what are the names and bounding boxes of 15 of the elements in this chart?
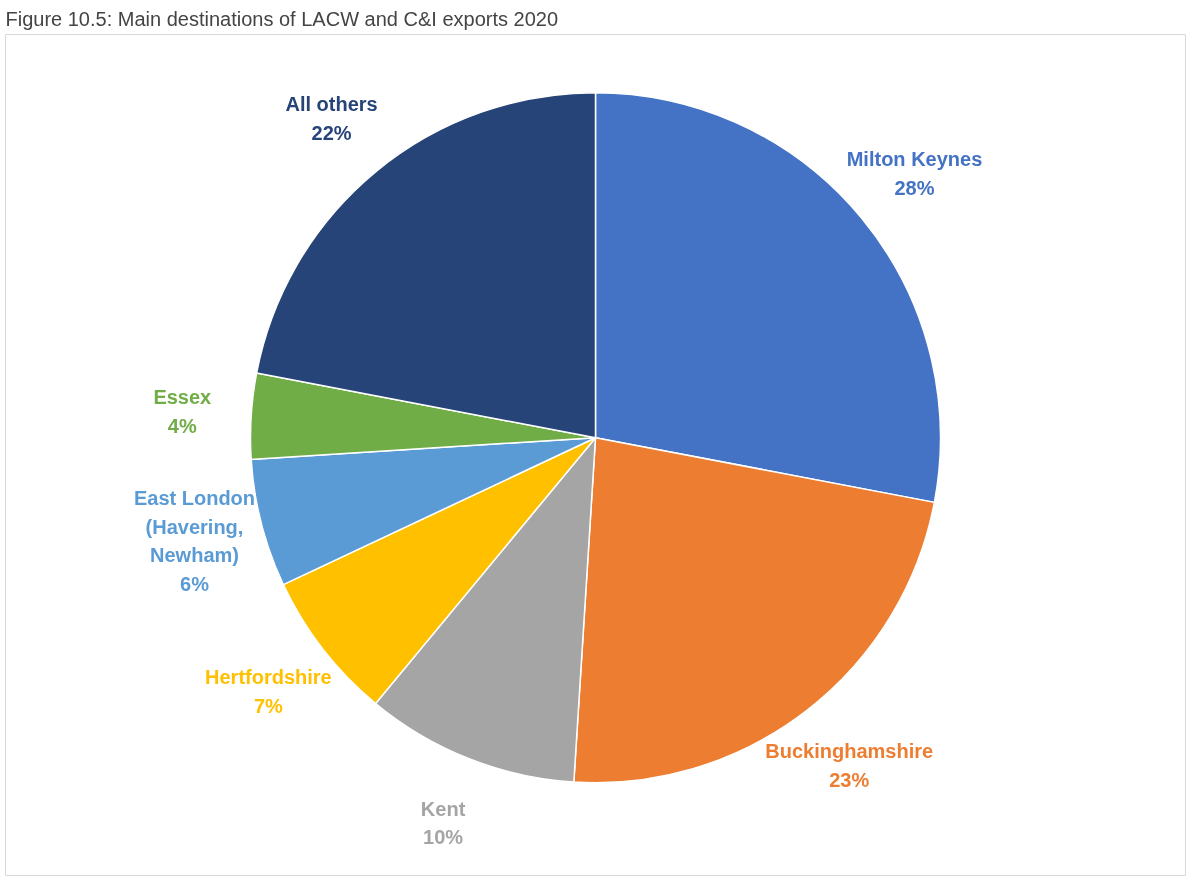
data-label: 23% [829, 768, 870, 791]
data-label: 6% [180, 572, 210, 595]
slice-label: Buckinghamshire [765, 739, 934, 762]
chart-title: Figure 10.5: Main destinations of LACW and C&I exports 2020 [5, 7, 559, 30]
slice-label: Milton Keynes [846, 148, 983, 171]
data-label: 7% [253, 695, 284, 718]
slice-label: All others [285, 93, 378, 116]
slice-label: East London (Havering, Newham) [133, 486, 256, 567]
data-label: 4% [167, 415, 197, 437]
slice-label: Hertfordshire [205, 666, 332, 689]
slice-label: Kent [420, 797, 466, 820]
data-label: 10% [423, 826, 464, 849]
slice-label: Essex [153, 386, 212, 409]
data-label: 28% [894, 176, 935, 199]
data-label: 22% [311, 121, 352, 144]
